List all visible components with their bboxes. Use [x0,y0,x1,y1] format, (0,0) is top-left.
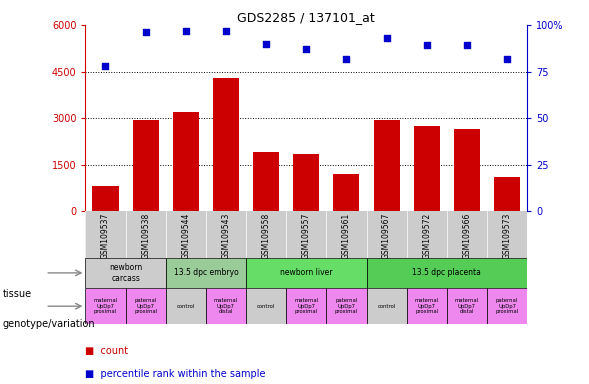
Text: newborn liver: newborn liver [280,268,333,277]
Text: genotype/variation: genotype/variation [3,319,95,329]
Text: control: control [177,304,195,309]
Text: GSM109543: GSM109543 [221,213,230,259]
Bar [454,129,480,211]
Text: GSM109567: GSM109567 [382,213,391,259]
Text: maternal
UpDp7
distal: maternal UpDp7 distal [455,298,479,314]
Bar [173,112,199,211]
Bar [413,126,440,211]
Bar [213,78,239,211]
Point [262,41,271,47]
Bar [326,288,366,324]
Text: 13.5 dpc embryo: 13.5 dpc embryo [174,268,239,277]
Bar [366,288,406,324]
Point [382,35,391,41]
Bar [85,288,125,324]
Bar [166,258,246,288]
Point [101,63,110,69]
Text: control: control [257,304,275,309]
Point [422,42,432,48]
Bar [494,177,520,211]
Text: newborn
carcass: newborn carcass [109,263,142,283]
Text: tissue: tissue [3,289,32,299]
Text: GSM109538: GSM109538 [141,213,150,259]
Bar [166,288,206,324]
Text: GSM109537: GSM109537 [101,213,110,259]
Text: paternal
UpDp7
proximal: paternal UpDp7 proximal [134,298,157,314]
Text: paternal
UpDp7
proximal: paternal UpDp7 proximal [495,298,519,314]
Point [221,28,231,34]
Text: 13.5 dpc placenta: 13.5 dpc placenta [412,268,481,277]
Point [342,55,351,61]
Text: control: control [378,304,396,309]
Text: GSM109561: GSM109561 [342,213,351,259]
Bar [286,288,326,324]
Text: GSM109572: GSM109572 [422,213,431,259]
Text: GSM109544: GSM109544 [181,213,190,259]
Bar [253,152,279,211]
Bar [85,258,166,288]
Text: GSM109566: GSM109566 [462,213,471,259]
Text: maternal
UpDp7
distal: maternal UpDp7 distal [214,298,238,314]
Text: maternal
UpDp7
proximal: maternal UpDp7 proximal [294,298,318,314]
Text: GSM109557: GSM109557 [302,213,311,259]
Text: maternal
UpDp7
proximal: maternal UpDp7 proximal [415,298,439,314]
Bar [92,187,118,211]
Bar [373,120,400,211]
Bar [406,288,447,324]
Point [141,29,150,35]
Bar [487,288,527,324]
Point [181,28,190,34]
Bar [125,288,166,324]
Bar [206,288,246,324]
Point [302,46,311,52]
Text: GSM109558: GSM109558 [262,213,270,259]
Text: paternal
UpDp7
proximal: paternal UpDp7 proximal [335,298,358,314]
Bar [246,288,286,324]
Bar [133,120,158,211]
Text: ■  count: ■ count [85,346,128,356]
Text: maternal
UpDp7
proximal: maternal UpDp7 proximal [94,298,118,314]
Title: GDS2285 / 137101_at: GDS2285 / 137101_at [237,11,375,24]
Text: ■  percentile rank within the sample: ■ percentile rank within the sample [85,369,266,379]
Text: GSM109573: GSM109573 [502,213,512,259]
Bar [293,154,319,211]
Bar [447,288,487,324]
Bar [246,258,366,288]
Bar [333,174,359,211]
Bar [366,258,527,288]
Point [462,42,472,48]
Point [502,55,512,61]
